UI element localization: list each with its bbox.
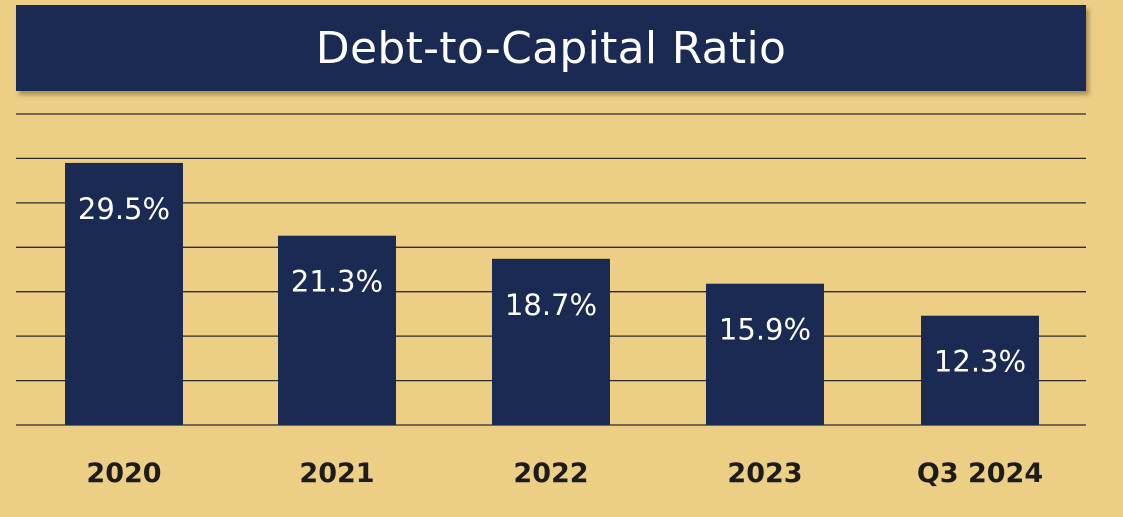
- x-tick-label: Q3 2024: [917, 458, 1043, 489]
- x-tick-label: 2021: [299, 458, 374, 489]
- data-label: 29.5%: [78, 192, 170, 226]
- title-banner: Debt-to-Capital Ratio: [16, 5, 1086, 91]
- x-axis-tick-labels: 2020 2021 2022 2023 Q3 2024: [86, 458, 1043, 489]
- bar-q3-2024: [921, 315, 1039, 425]
- bars: [65, 162, 1039, 425]
- bar-2022: [492, 258, 610, 425]
- x-tick-label: 2020: [86, 458, 161, 489]
- data-label: 21.3%: [291, 265, 383, 299]
- data-label: 12.3%: [934, 345, 1026, 379]
- bar-2021: [278, 235, 396, 425]
- data-label: 15.9%: [719, 313, 811, 347]
- x-tick-label: 2023: [727, 458, 802, 489]
- bar-2023: [706, 283, 824, 425]
- chart-title: Debt-to-Capital Ratio: [315, 22, 787, 74]
- data-label: 18.7%: [505, 288, 597, 322]
- x-tick-label: 2022: [513, 458, 588, 489]
- bar-2020: [65, 162, 183, 425]
- value-labels: 29.5% 21.3% 18.7% 15.9% 12.3%: [78, 192, 1026, 379]
